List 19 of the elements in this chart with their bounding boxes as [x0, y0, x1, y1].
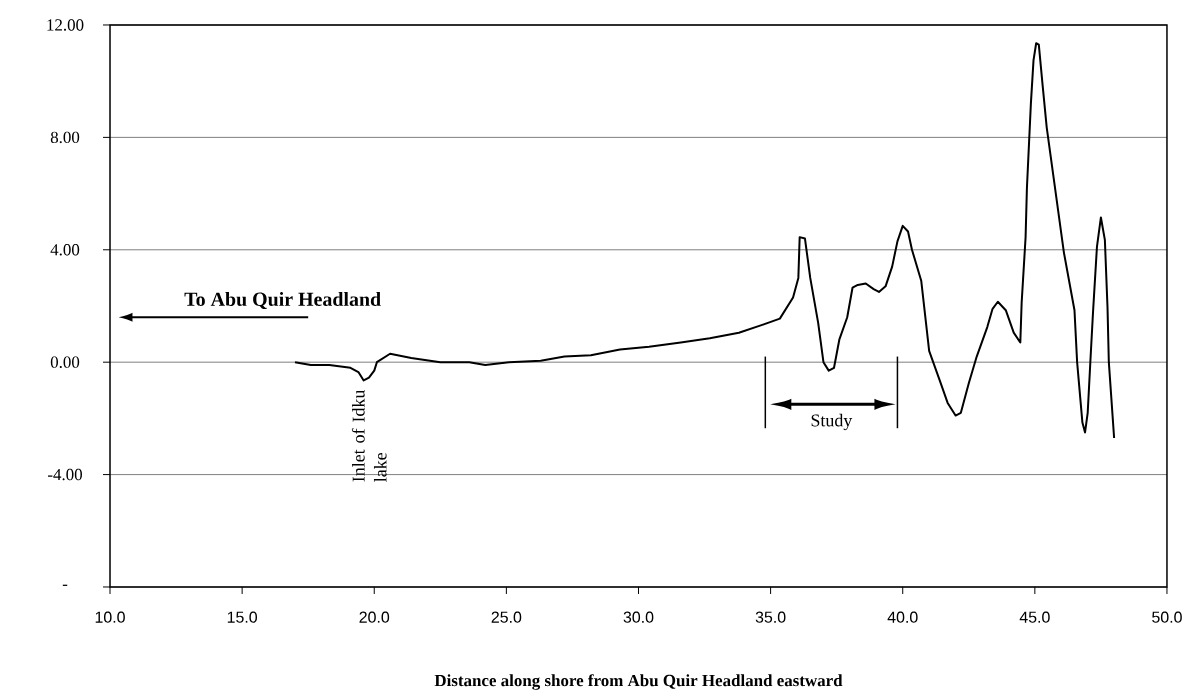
- annotation: To Abu Quir Headland: [184, 291, 381, 310]
- y-tick-label: -4.00: [47, 468, 83, 481]
- y-tick-label: 8.00: [50, 131, 80, 144]
- x-tick-label: 40.0: [887, 611, 918, 623]
- x-tick-label: 10.0: [95, 611, 125, 623]
- y-tick-label: 0.00: [50, 356, 80, 368]
- x-tick-label: 45.0: [1019, 611, 1050, 623]
- x-tick-label: 35.0: [755, 611, 786, 623]
- x-axis-title: Distance along shore from Abu Quir Headland eastward: [434, 674, 843, 690]
- y-tick-label: -: [62, 584, 68, 586]
- x-tick-label: 15.0: [227, 611, 258, 623]
- annotation: Inlet of Idku lake: [351, 389, 387, 482]
- x-tick-label: 25.0: [491, 611, 522, 623]
- x-tick-label: 20.0: [359, 611, 390, 623]
- y-tick-label: 12.00: [47, 19, 84, 31]
- annotation: Study: [811, 413, 853, 431]
- x-tick-label: 30.0: [623, 611, 654, 623]
- x-tick-label: 50.0: [1152, 611, 1182, 623]
- y-tick-label: 4.00: [50, 244, 80, 256]
